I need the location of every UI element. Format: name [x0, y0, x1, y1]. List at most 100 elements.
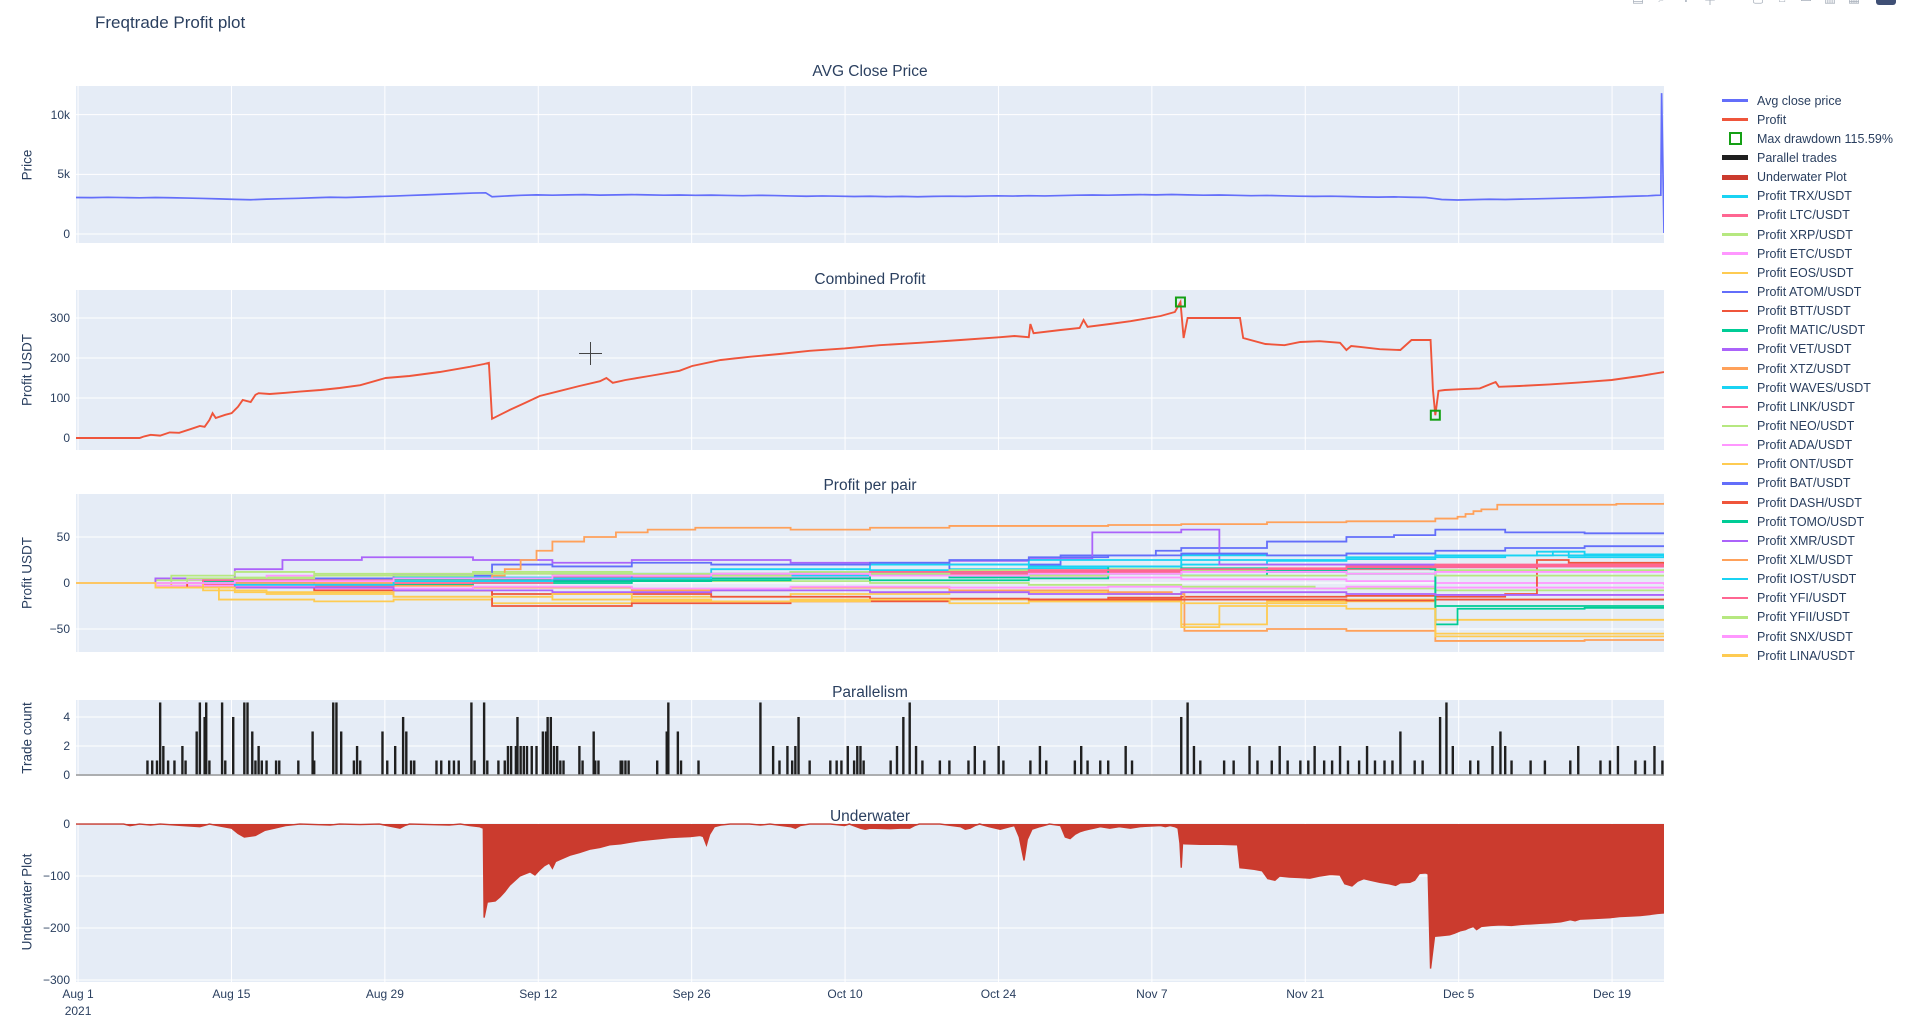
- show-closest-icon[interactable]: ▥: [1818, 0, 1842, 6]
- legend-item-max-drawdown-115-59-[interactable]: Max drawdown 115.59%: [1720, 129, 1893, 148]
- parallel-trades-bar: [1286, 760, 1289, 775]
- parallel-trades-bar: [889, 760, 892, 775]
- legend-item-profit-waves-usdt[interactable]: Profit WAVES/USDT: [1720, 378, 1893, 397]
- swatch-color: [1722, 118, 1748, 121]
- legend-line-icon: [1720, 419, 1750, 433]
- parallel-trades-bar: [1616, 745, 1620, 775]
- legend-item-avg-close-price[interactable]: Avg close price: [1720, 91, 1893, 110]
- parallel-trades-bar: [544, 731, 548, 775]
- legend-item-profit-ltc-usdt[interactable]: Profit LTC/USDT: [1720, 206, 1893, 225]
- legend-item-profit-vet-usdt[interactable]: Profit VET/USDT: [1720, 340, 1893, 359]
- parallel-trades-bar: [355, 745, 359, 775]
- reset-axes-icon[interactable]: ⌂: [1770, 0, 1794, 6]
- legend-item-profit-trx-usdt[interactable]: Profit TRX/USDT: [1720, 187, 1893, 206]
- parallel-trades-bar: [1445, 702, 1448, 775]
- parallel-trades-bar: [514, 745, 518, 775]
- panel-combined-profit[interactable]: [76, 290, 1664, 450]
- x-tick-label: Aug 15: [212, 987, 251, 1001]
- legend-item-profit-yfi-usdt[interactable]: Profit YFI/USDT: [1720, 589, 1893, 608]
- legend-item-profit-etc-usdt[interactable]: Profit ETC/USDT: [1720, 244, 1893, 263]
- parallel-trades-bar: [679, 760, 683, 775]
- plotly-logo[interactable]: ▮: [1876, 0, 1896, 5]
- panel-parallelism[interactable]: [76, 700, 1664, 776]
- legend-item-profit-xtz-usdt[interactable]: Profit XTZ/USDT: [1720, 359, 1893, 378]
- zoom-out-icon[interactable]: −: [1722, 0, 1746, 6]
- panel-title-avg-close-price: AVG Close Price: [812, 63, 928, 80]
- legend-line-icon: [1720, 208, 1750, 222]
- legend-item-profit-xmr-usdt[interactable]: Profit XMR/USDT: [1720, 531, 1893, 550]
- parallelism-plot: [76, 700, 1664, 776]
- legend-item-profit-btt-usdt[interactable]: Profit BTT/USDT: [1720, 302, 1893, 321]
- legend-item-profit-xrp-usdt[interactable]: Profit XRP/USDT: [1720, 225, 1893, 244]
- legend-line-icon: [1720, 572, 1750, 586]
- parallel-trades-bar: [473, 760, 476, 775]
- legend-item-profit-iost-usdt[interactable]: Profit IOST/USDT: [1720, 570, 1893, 589]
- zoom-in-icon[interactable]: ＋: [1703, 0, 1717, 8]
- legend-item-profit-atom-usdt[interactable]: Profit ATOM/USDT: [1720, 282, 1893, 301]
- panel-avg-close-price[interactable]: [76, 86, 1664, 243]
- parallel-trades-bar: [405, 731, 408, 775]
- series-profit-lina-usdt: [76, 582, 1664, 638]
- legend-item-profit-ada-usdt[interactable]: Profit ADA/USDT: [1720, 436, 1893, 455]
- legend-line-icon: [1720, 285, 1750, 299]
- legend-label: Profit LTC/USDT: [1757, 208, 1850, 223]
- legend-line-icon: [1720, 476, 1750, 490]
- swatch-color: [1722, 577, 1748, 581]
- parallel-trades-bar: [1346, 760, 1350, 775]
- legend-item-profit-lina-usdt[interactable]: Profit LINA/USDT: [1720, 646, 1893, 665]
- swatch-color: [1722, 233, 1748, 236]
- compare-data-icon[interactable]: ▦: [1842, 0, 1866, 6]
- crosshair-cursor: [590, 342, 591, 365]
- zoom-icon[interactable]: ⌕: [1650, 0, 1674, 6]
- legend-item-profit-matic-usdt[interactable]: Profit MATIC/USDT: [1720, 321, 1893, 340]
- legend-item-profit-ont-usdt[interactable]: Profit ONT/USDT: [1720, 455, 1893, 474]
- autoscale-icon[interactable]: ▢: [1746, 0, 1770, 6]
- legend-item-profit-tomo-usdt[interactable]: Profit TOMO/USDT: [1720, 512, 1893, 531]
- legend-item-profit-xlm-usdt[interactable]: Profit XLM/USDT: [1720, 550, 1893, 569]
- legend-item-profit-yfii-usdt[interactable]: Profit YFII/USDT: [1720, 608, 1893, 627]
- panel-profit-per-pair[interactable]: [76, 494, 1664, 652]
- series-profit-xmr-usdt: [76, 582, 1664, 596]
- spikelines-icon[interactable]: ▭: [1794, 0, 1818, 6]
- legend-item-profit-snx-usdt[interactable]: Profit SNX/USDT: [1720, 627, 1893, 646]
- swatch-color: [1722, 462, 1748, 466]
- legend-label: Profit ATOM/USDT: [1757, 284, 1862, 299]
- swatch-color: [1722, 309, 1748, 313]
- parallel-trades-bar: [840, 760, 843, 775]
- parallel-trades-bar: [332, 702, 335, 775]
- legend-item-profit-neo-usdt[interactable]: Profit NEO/USDT: [1720, 416, 1893, 435]
- parallel-trades-bar: [151, 760, 154, 775]
- parallel-trades-bar: [1124, 745, 1127, 775]
- legend-item-underwater-plot[interactable]: Underwater Plot: [1720, 168, 1893, 187]
- parallel-trades-bar: [519, 745, 522, 775]
- parallel-trades-bar: [506, 745, 510, 775]
- parallel-trades-bar: [656, 760, 659, 775]
- underwater-line: [76, 823, 1664, 969]
- parallel-trades-bar: [1107, 760, 1110, 775]
- legend-label: Profit NEO/USDT: [1757, 418, 1855, 433]
- camera-icon[interactable]: ▤: [1626, 0, 1650, 6]
- y-tick-label: −300: [42, 973, 70, 988]
- parallel-trades-bar: [1383, 760, 1386, 775]
- swatch-color: [1722, 482, 1748, 485]
- legend-label: Profit ETC/USDT: [1757, 246, 1853, 261]
- legend-item-profit-link-usdt[interactable]: Profit LINK/USDT: [1720, 397, 1893, 416]
- parallel-trades-bar: [597, 760, 600, 775]
- legend-item-profit[interactable]: Profit: [1720, 110, 1893, 129]
- legend-item-profit-eos-usdt[interactable]: Profit EOS/USDT: [1720, 263, 1893, 282]
- legend-item-profit-dash-usdt[interactable]: Profit DASH/USDT: [1720, 493, 1893, 512]
- pan-icon[interactable]: ✛: [1674, 0, 1698, 6]
- plotly-modebar[interactable]: ▤⌕✛ ＋−▢⌂▭▥▦ ▮: [1626, 0, 1896, 8]
- panel-underwater[interactable]: [76, 823, 1664, 982]
- parallel-trades-bar: [162, 745, 165, 775]
- swatch-color: [1722, 520, 1748, 523]
- parallel-trades-bar: [1643, 760, 1647, 775]
- legend-item-parallel-trades[interactable]: Parallel trades: [1720, 148, 1893, 167]
- legend-item-profit-bat-usdt[interactable]: Profit BAT/USDT: [1720, 474, 1893, 493]
- parallel-trades-bar: [1365, 745, 1369, 775]
- parallel-trades-bar: [251, 731, 254, 775]
- legend-line-icon: [1720, 151, 1750, 165]
- swatch-color: [1722, 271, 1748, 275]
- x-tick-label: Oct 10: [827, 987, 863, 1001]
